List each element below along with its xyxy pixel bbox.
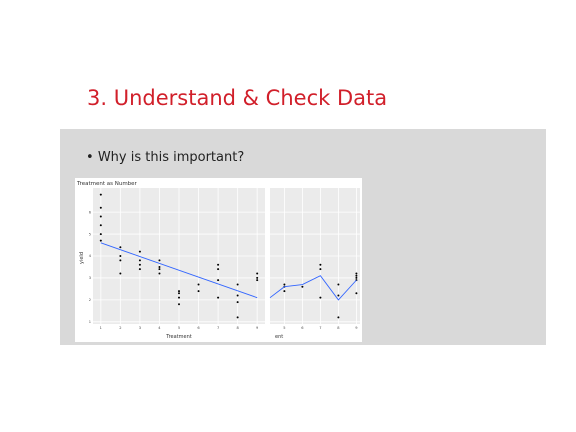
x-axis-label-2: ent [275,334,283,340]
x-tick-label: 9 [256,326,259,330]
data-point [178,290,180,293]
data-point [319,268,322,271]
data-point [217,279,220,282]
x-tick-label: 4 [158,326,161,330]
data-point [99,239,102,242]
x-tick-label: 7 [319,326,321,330]
data-point [256,276,259,279]
x-tick-label: 9 [355,326,358,330]
data-point [99,233,102,236]
data-point [283,290,286,293]
data-point [301,285,304,288]
data-point [256,279,259,282]
data-point [355,276,358,279]
data-point [217,268,220,271]
x-tick-label: 8 [236,326,239,330]
x-axis-label: Treatment [165,334,191,340]
data-point [178,303,180,306]
bullet-item: • Why is this important? [86,150,245,165]
data-point [337,294,340,297]
data-point [355,274,358,277]
slide-title: 3. Understand & Check Data [87,86,388,110]
mean-line [269,275,357,301]
x-tick-label: 2 [119,326,121,330]
data-point [319,296,322,299]
data-point [158,259,161,262]
data-point [256,272,259,275]
x-tick-label: 5 [178,326,180,330]
data-point [236,294,239,297]
x-tick-label: 6 [197,326,200,330]
y-tick-label: 3 [89,276,91,280]
x-tick-label: 1 [100,326,102,330]
data-point [119,246,122,249]
chart-title: Treatment as Number [76,181,138,187]
data-point [197,283,200,286]
data-point [197,290,200,293]
data-point [178,292,180,295]
data-point [138,259,141,262]
x-tick-label: 5 [283,326,285,330]
data-point [138,263,141,266]
data-point [158,272,161,275]
data-point [119,259,122,262]
data-point [99,215,102,218]
data-point [99,206,102,209]
y-tick-label: 1 [89,320,91,324]
data-point [236,301,239,304]
data-point [99,193,102,196]
data-point [138,250,141,253]
y-tick-label: 4 [89,254,92,258]
y-tick-label: 6 [89,210,92,214]
x-tick-label: 7 [217,326,219,330]
data-point [178,296,180,299]
y-axis-label: yield [79,252,85,264]
data-point [355,292,358,295]
data-point [355,272,358,275]
data-point [158,268,161,271]
fit-line [100,242,258,299]
data-point [217,296,220,299]
bullet-text: Why is this important? [97,150,245,165]
plots-svg: Treatment as Number yield Treatment ent … [76,181,360,340]
data-point [337,283,340,286]
plot-image: Treatment as Number yield Treatment ent … [75,178,362,342]
x-tick-label: 6 [301,326,304,330]
data-point [217,263,220,266]
x-tick-label: 3 [139,326,141,330]
data-point [138,268,141,271]
data-point [283,283,286,286]
data-point [236,316,239,319]
data-point [119,255,122,257]
data-point [236,283,239,286]
data-point [337,316,340,319]
data-point [158,265,161,268]
y-tick-label: 5 [89,232,91,236]
data-point [119,272,122,275]
y-tick-label: 2 [89,298,91,302]
data-point [99,224,102,227]
x-tick-label: 8 [337,326,340,330]
data-point [319,263,322,266]
